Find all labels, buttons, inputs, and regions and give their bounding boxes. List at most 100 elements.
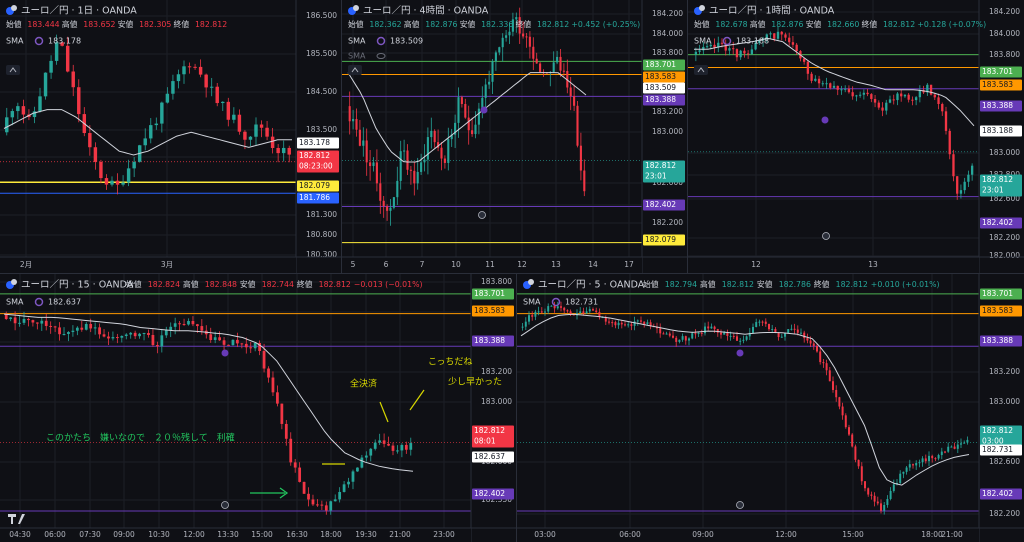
sma-line[interactable] (3, 313, 414, 472)
gear-icon[interactable] (722, 36, 732, 46)
alarm-clock-icon[interactable] (822, 232, 830, 240)
alarm-clock-icon[interactable] (736, 501, 744, 509)
price-badge[interactable] (472, 288, 514, 300)
price-badge-value: 182.812 (982, 175, 1013, 184)
candle-body (102, 334, 106, 337)
candle-body (84, 323, 88, 330)
price-badge[interactable] (472, 488, 514, 500)
price-badge[interactable] (472, 451, 514, 463)
sma-line[interactable] (694, 37, 975, 127)
candle-body (143, 138, 147, 146)
chart-canvas-5m[interactable]: 183.200 183.000 182.600 182.200 183.701 183.5… (517, 274, 1024, 542)
alarm-clock-icon[interactable] (221, 501, 229, 509)
candle-body (598, 312, 601, 318)
price-axis-label: 182.600 (989, 194, 1020, 203)
sma-line[interactable] (347, 72, 587, 163)
candle-body (98, 327, 101, 335)
candle-body (697, 332, 700, 335)
candle-body (560, 306, 562, 308)
chart-canvas-daily[interactable]: 186.500185.500184.500183.500182.500181.3… (0, 0, 341, 273)
candle-body (754, 42, 757, 50)
alarm-clock-icon[interactable] (478, 211, 486, 219)
price-badge[interactable] (980, 79, 1022, 91)
candle-body (563, 307, 566, 311)
candle-body (537, 311, 540, 313)
candle-body (522, 33, 525, 37)
ohlc-h_label: 高値 (404, 19, 420, 29)
price-badge[interactable] (297, 137, 339, 149)
price-badge[interactable] (643, 59, 685, 71)
time-axis-label: 04:30 (9, 530, 31, 539)
candle-body (329, 501, 333, 511)
price-badge[interactable] (980, 66, 1022, 78)
gear-icon[interactable] (34, 36, 44, 46)
time-axis[interactable] (342, 257, 642, 273)
price-badge[interactable] (980, 335, 1022, 347)
time-axis[interactable] (517, 528, 979, 542)
chart-pane-1h[interactable]: 184.200184.000183.800183.000182.800182.6… (688, 0, 1024, 273)
price-badge[interactable] (980, 425, 1022, 448)
price-badge[interactable] (643, 71, 685, 83)
candle-body (342, 484, 346, 492)
price-badge[interactable] (980, 125, 1022, 137)
chart-pane-15m[interactable]: 183.800183.600183.400183.200183.000182.6… (0, 274, 516, 542)
collapse-legend-button[interactable] (694, 65, 708, 75)
price-badge[interactable] (472, 305, 514, 317)
candle-body (406, 150, 409, 170)
price-axis[interactable] (642, 0, 687, 273)
event-marker-icon[interactable] (480, 106, 488, 114)
gear-icon[interactable] (376, 36, 386, 46)
chart-pane-4h[interactable]: 184.200184.000183.800183.200183.000182.6… (342, 0, 687, 273)
candle-body (814, 78, 817, 81)
price-badge[interactable] (643, 160, 685, 183)
candle-body (956, 176, 959, 194)
eye-off-icon[interactable] (376, 53, 386, 59)
sma-line[interactable] (3, 109, 292, 156)
price-axis-label: 183.200 (652, 107, 683, 116)
sma-line[interactable] (520, 313, 970, 486)
chart-canvas-4h[interactable]: 184.200184.000183.800183.200183.000182.6… (342, 0, 687, 273)
candle-body (735, 49, 739, 58)
price-badge[interactable] (980, 488, 1022, 500)
price-badge[interactable] (980, 100, 1022, 112)
price-badge[interactable] (980, 217, 1022, 229)
candle-body (178, 323, 181, 325)
event-marker-icon[interactable] (736, 349, 744, 357)
candle-body (795, 44, 798, 52)
price-badge[interactable] (643, 94, 685, 106)
chart-pane-daily[interactable]: 186.500185.500184.500183.500182.500181.3… (0, 0, 341, 273)
collapse-legend-button[interactable] (6, 65, 20, 75)
collapse-legend-button[interactable] (348, 65, 362, 75)
price-badge[interactable] (472, 425, 514, 448)
candle-body (307, 493, 310, 500)
event-marker-icon[interactable] (221, 349, 229, 357)
price-badge[interactable] (980, 444, 1022, 456)
candle-body (617, 322, 620, 326)
price-axis[interactable] (296, 0, 341, 273)
price-badge[interactable] (980, 174, 1022, 197)
chart-canvas-1h[interactable]: 184.200184.000183.800183.000182.800182.6… (688, 0, 1024, 273)
gear-icon[interactable] (551, 297, 561, 307)
candle-body (572, 314, 575, 316)
candle-body (892, 99, 895, 101)
price-badge[interactable] (643, 199, 685, 211)
chart-pane-5m[interactable]: 183.200 183.000 182.600 182.200 183.701 183.5… (517, 274, 1024, 542)
time-axis[interactable] (0, 257, 296, 273)
chart-canvas-15m[interactable]: 183.800183.600183.400183.200183.000182.6… (0, 274, 516, 542)
time-axis[interactable] (0, 528, 471, 542)
price-badge[interactable] (980, 305, 1022, 317)
price-badge[interactable] (643, 234, 685, 246)
price-badge[interactable] (472, 335, 514, 347)
price-badge[interactable] (980, 288, 1022, 300)
time-axis[interactable] (688, 257, 979, 273)
candle-body (271, 377, 275, 393)
tradingview-logo-icon[interactable] (8, 514, 25, 524)
price-badge[interactable] (297, 192, 339, 204)
price-badge[interactable] (297, 180, 339, 192)
gear-icon[interactable] (34, 297, 44, 307)
price-badge[interactable] (297, 150, 339, 173)
ohlc-c: 182.812 (836, 280, 868, 289)
price-axis-label: 183.800 (652, 48, 683, 57)
event-marker-icon[interactable] (821, 116, 829, 124)
price-badge[interactable] (643, 82, 685, 94)
